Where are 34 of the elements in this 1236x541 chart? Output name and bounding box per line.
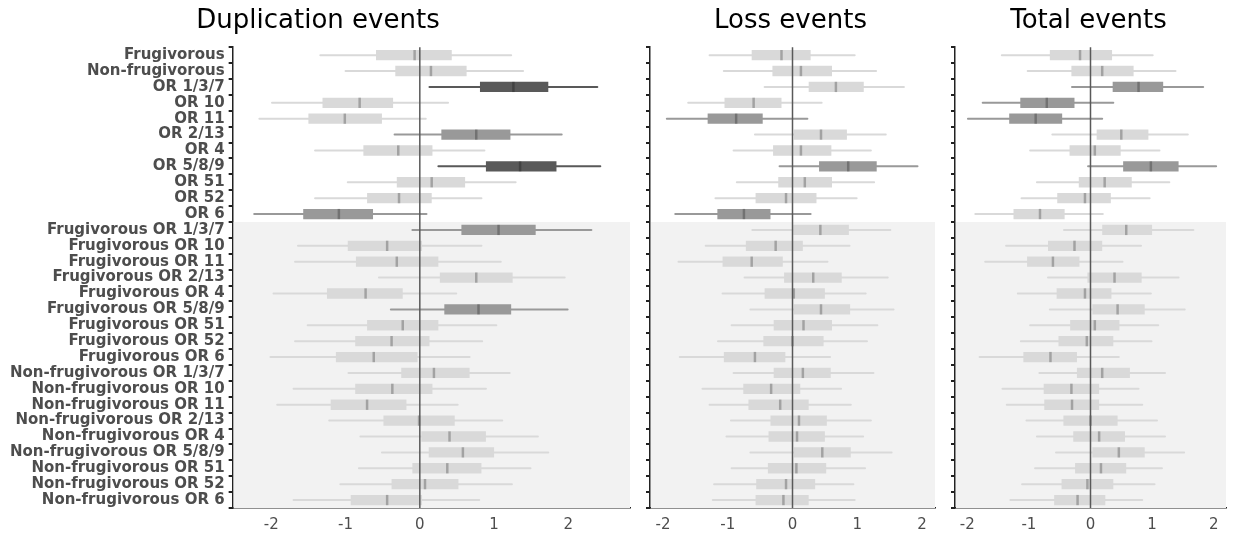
y-tick-label: Non-frugivorous OR 51: [31, 458, 225, 477]
y-tick-label: Non-frugivorous OR 4: [41, 426, 225, 445]
chart-title: Loss events: [714, 4, 867, 35]
x-tick-label: -2: [959, 514, 975, 533]
y-tick-label: Non-frugivorous OR 52: [31, 474, 225, 493]
chart-title: Total events: [1009, 4, 1167, 35]
x-tick-label: 2: [1208, 514, 1219, 533]
x-tick-label: 0: [415, 514, 425, 533]
x-tick-label: -1: [1021, 514, 1037, 533]
y-tick-label: Frugivorous: [124, 45, 225, 64]
x-tick-label: 2: [917, 514, 927, 533]
y-tick-label: Frugivorous OR 4: [78, 283, 225, 302]
y-tick-label: OR 5/8/9: [152, 156, 225, 175]
y-tick-label: Non-frugivorous OR 5/8/9: [9, 442, 225, 461]
x-tick-label: 0: [1085, 514, 1096, 533]
x-tick-label: 1: [1147, 514, 1157, 533]
x-tick-label: 1: [852, 514, 863, 533]
x-tick-label: 0: [787, 514, 798, 533]
y-tick-label: OR 2/13: [158, 124, 225, 143]
y-tick-label: OR 10: [174, 92, 225, 111]
y-tick-label: OR 51: [174, 172, 225, 191]
x-tick-label: -2: [655, 514, 671, 533]
x-tick-label: -1: [720, 514, 736, 533]
x-tick-label: 2: [563, 514, 574, 533]
x-tick-label: -2: [263, 514, 279, 533]
chart-title: Duplication events: [196, 4, 440, 35]
x-tick-label: -1: [338, 514, 354, 533]
y-tick-label: Frugivorous OR 52: [68, 331, 225, 350]
y-tick-label: Frugivorous OR 5/8/9: [46, 299, 225, 318]
y-tick-label: OR 11: [174, 108, 225, 127]
y-tick-label: Frugivorous OR 1/3/7: [46, 219, 225, 238]
x-tick-label: 1: [489, 514, 499, 533]
y-tick-label: Frugivorous OR 51: [68, 315, 225, 334]
y-tick-label: OR 4: [184, 140, 225, 159]
